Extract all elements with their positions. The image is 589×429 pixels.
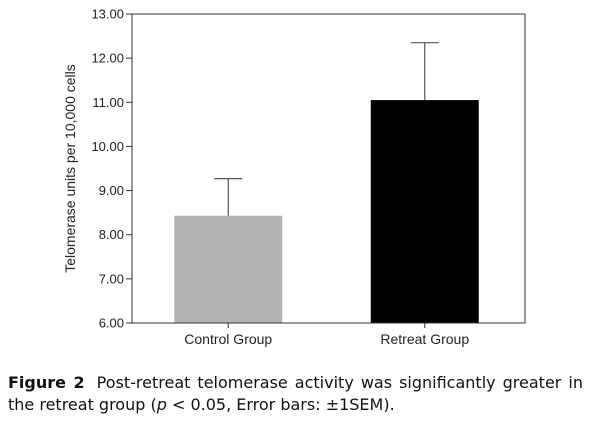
category-labels: Control Group Retreat Group bbox=[184, 323, 469, 347]
y-tick-label: 8.00 bbox=[99, 227, 124, 242]
y-axis-title-group: Telomerase units per 10,000 cells bbox=[62, 64, 78, 273]
y-tick-label: 6.00 bbox=[99, 316, 124, 331]
caption-p-symbol: p bbox=[156, 395, 167, 414]
y-axis-title: Telomerase units per 10,000 cells bbox=[62, 64, 78, 273]
caption-text-start: Post-retreat telomerase activity was sig… bbox=[8, 373, 583, 414]
bar-chart: Telomerase units per 10,000 cells 6.00 7.… bbox=[62, 7, 526, 347]
y-tick-label: 10.00 bbox=[91, 139, 124, 154]
figure-caption: Figure 2 Post-retreat telomerase activity… bbox=[8, 372, 583, 416]
y-tick-label: 11.00 bbox=[92, 95, 124, 110]
category-label: Retreat Group bbox=[380, 331, 469, 347]
y-tick-label: 13.00 bbox=[91, 7, 124, 22]
figure-label: Figure 2 bbox=[8, 373, 85, 392]
y-axis-ticks: 6.00 7.00 8.00 9.00 10.00 11.00 12.00 13.00 bbox=[91, 7, 132, 331]
caption-text-end: < 0.05, Error bars: ±1SEM). bbox=[166, 395, 395, 414]
y-tick-label: 9.00 bbox=[99, 183, 124, 198]
plot-frame bbox=[131, 13, 526, 324]
error-bars bbox=[214, 42, 439, 216]
bar-control-group bbox=[174, 215, 283, 323]
y-tick-label: 12.00 bbox=[91, 51, 124, 66]
bar-retreat-group bbox=[370, 100, 479, 323]
y-tick-label: 7.00 bbox=[99, 271, 124, 286]
category-label: Control Group bbox=[184, 331, 272, 347]
bars bbox=[174, 100, 479, 323]
